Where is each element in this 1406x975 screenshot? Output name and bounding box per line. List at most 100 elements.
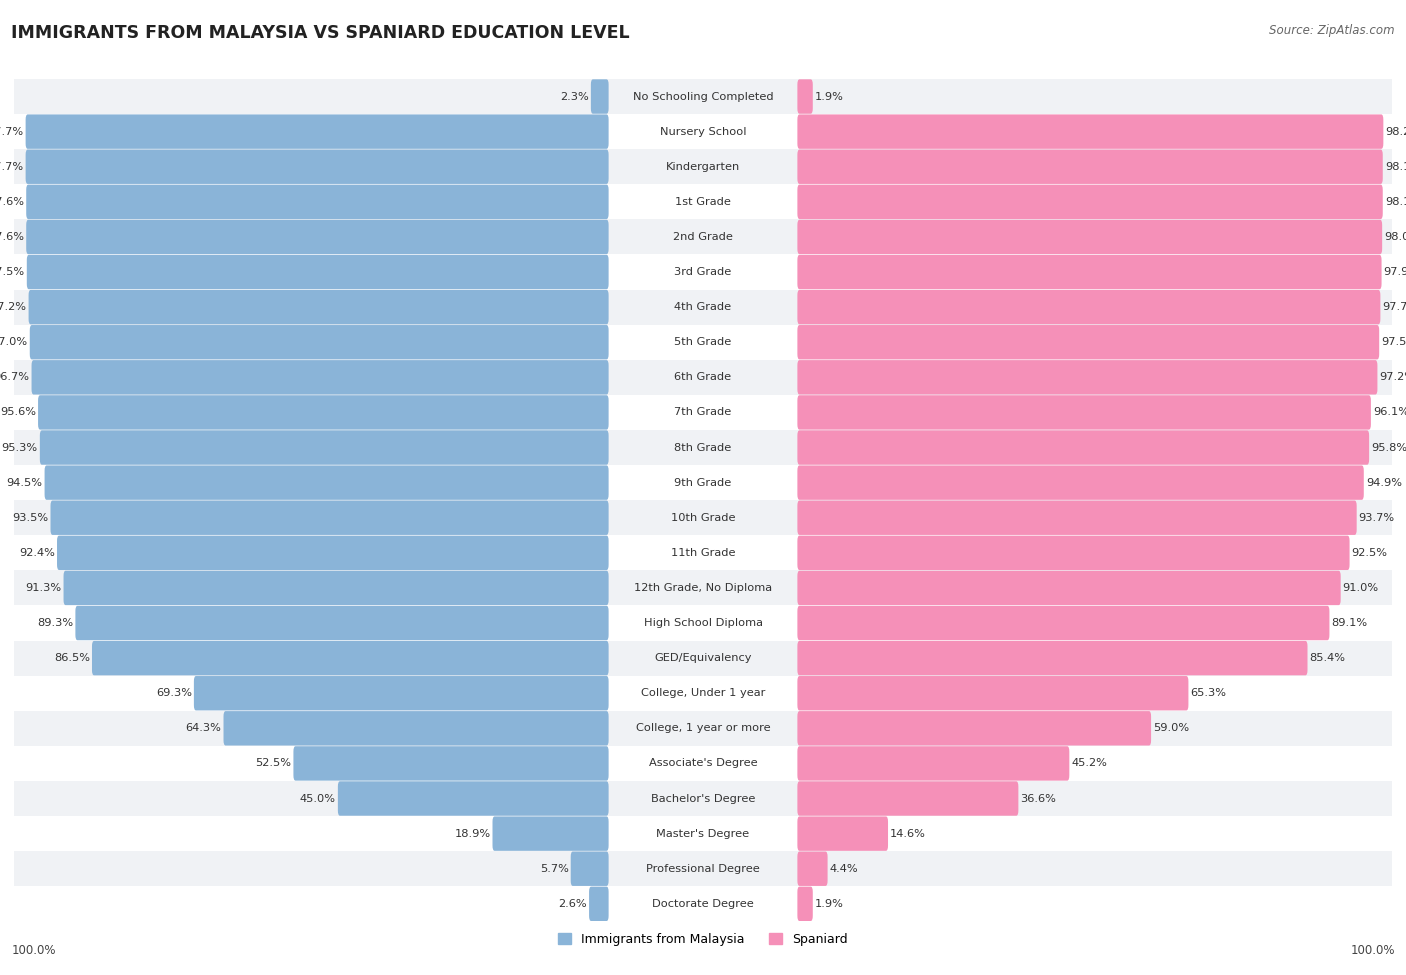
FancyBboxPatch shape	[797, 781, 1018, 816]
Bar	[14, 325, 1392, 360]
FancyBboxPatch shape	[589, 886, 609, 921]
FancyBboxPatch shape	[797, 746, 1070, 781]
FancyBboxPatch shape	[797, 325, 1379, 360]
FancyBboxPatch shape	[30, 325, 609, 360]
FancyBboxPatch shape	[224, 711, 609, 746]
Bar	[14, 500, 1392, 535]
FancyBboxPatch shape	[797, 395, 1371, 430]
Text: Doctorate Degree: Doctorate Degree	[652, 899, 754, 909]
Text: 96.7%: 96.7%	[0, 372, 30, 382]
Text: 86.5%: 86.5%	[53, 653, 90, 663]
Text: 12th Grade, No Diploma: 12th Grade, No Diploma	[634, 583, 772, 593]
Text: 98.1%: 98.1%	[1385, 162, 1406, 172]
Bar	[14, 570, 1392, 605]
FancyBboxPatch shape	[797, 114, 1384, 149]
FancyBboxPatch shape	[797, 570, 1341, 605]
Text: 36.6%: 36.6%	[1021, 794, 1056, 803]
Text: 9th Grade: 9th Grade	[675, 478, 731, 488]
Text: 97.6%: 97.6%	[0, 197, 24, 207]
Text: High School Diploma: High School Diploma	[644, 618, 762, 628]
Text: 100.0%: 100.0%	[1350, 945, 1395, 957]
Bar	[14, 535, 1392, 570]
Text: 4th Grade: 4th Grade	[675, 302, 731, 312]
Text: 10th Grade: 10th Grade	[671, 513, 735, 523]
Text: 2nd Grade: 2nd Grade	[673, 232, 733, 242]
FancyBboxPatch shape	[27, 254, 609, 290]
Text: 97.2%: 97.2%	[0, 302, 27, 312]
Text: 8th Grade: 8th Grade	[675, 443, 731, 452]
Bar	[14, 851, 1392, 886]
FancyBboxPatch shape	[63, 570, 609, 605]
FancyBboxPatch shape	[25, 149, 609, 184]
Text: 97.9%: 97.9%	[1384, 267, 1406, 277]
Bar	[14, 219, 1392, 254]
Text: 97.5%: 97.5%	[0, 267, 25, 277]
FancyBboxPatch shape	[31, 360, 609, 395]
Text: 85.4%: 85.4%	[1309, 653, 1346, 663]
Bar	[14, 360, 1392, 395]
Text: Bachelor's Degree: Bachelor's Degree	[651, 794, 755, 803]
Text: 59.0%: 59.0%	[1153, 723, 1189, 733]
Bar	[14, 711, 1392, 746]
Text: 96.1%: 96.1%	[1374, 408, 1406, 417]
FancyBboxPatch shape	[591, 79, 609, 114]
Text: Professional Degree: Professional Degree	[647, 864, 759, 874]
Text: 3rd Grade: 3rd Grade	[675, 267, 731, 277]
FancyBboxPatch shape	[797, 149, 1382, 184]
Text: 95.3%: 95.3%	[1, 443, 38, 452]
FancyBboxPatch shape	[39, 430, 609, 465]
Text: 45.2%: 45.2%	[1071, 759, 1108, 768]
FancyBboxPatch shape	[797, 500, 1357, 535]
FancyBboxPatch shape	[797, 79, 813, 114]
FancyBboxPatch shape	[797, 605, 1330, 641]
Text: 2.3%: 2.3%	[560, 92, 589, 101]
Text: 95.6%: 95.6%	[0, 408, 37, 417]
Text: 6th Grade: 6th Grade	[675, 372, 731, 382]
Text: Kindergarten: Kindergarten	[666, 162, 740, 172]
Text: 89.3%: 89.3%	[37, 618, 73, 628]
Bar	[14, 746, 1392, 781]
FancyBboxPatch shape	[797, 851, 828, 886]
FancyBboxPatch shape	[797, 816, 889, 851]
FancyBboxPatch shape	[797, 430, 1369, 465]
Text: IMMIGRANTS FROM MALAYSIA VS SPANIARD EDUCATION LEVEL: IMMIGRANTS FROM MALAYSIA VS SPANIARD EDU…	[11, 24, 630, 42]
Text: 93.5%: 93.5%	[13, 513, 48, 523]
FancyBboxPatch shape	[797, 360, 1378, 395]
Text: 18.9%: 18.9%	[454, 829, 491, 838]
FancyBboxPatch shape	[76, 605, 609, 641]
Bar	[14, 816, 1392, 851]
Text: 89.1%: 89.1%	[1331, 618, 1368, 628]
Bar	[14, 605, 1392, 641]
Text: 98.1%: 98.1%	[1385, 197, 1406, 207]
Text: 95.8%: 95.8%	[1371, 443, 1406, 452]
FancyBboxPatch shape	[25, 114, 609, 149]
FancyBboxPatch shape	[91, 641, 609, 676]
Text: 5th Grade: 5th Grade	[675, 337, 731, 347]
Bar	[14, 254, 1392, 290]
Text: 5.7%: 5.7%	[540, 864, 568, 874]
Bar	[14, 114, 1392, 149]
FancyBboxPatch shape	[797, 465, 1364, 500]
Text: 1.9%: 1.9%	[815, 899, 844, 909]
Text: Source: ZipAtlas.com: Source: ZipAtlas.com	[1270, 24, 1395, 37]
Text: 100.0%: 100.0%	[11, 945, 56, 957]
Text: Master's Degree: Master's Degree	[657, 829, 749, 838]
Bar	[14, 781, 1392, 816]
FancyBboxPatch shape	[797, 886, 813, 921]
FancyBboxPatch shape	[797, 676, 1188, 711]
Bar	[14, 676, 1392, 711]
FancyBboxPatch shape	[797, 184, 1382, 219]
Text: 97.5%: 97.5%	[1381, 337, 1406, 347]
Bar	[14, 149, 1392, 184]
Text: 98.2%: 98.2%	[1385, 127, 1406, 136]
Text: 97.6%: 97.6%	[0, 232, 24, 242]
FancyBboxPatch shape	[45, 465, 609, 500]
Text: 98.0%: 98.0%	[1385, 232, 1406, 242]
Text: 97.7%: 97.7%	[0, 162, 24, 172]
Text: No Schooling Completed: No Schooling Completed	[633, 92, 773, 101]
FancyBboxPatch shape	[797, 290, 1381, 325]
Bar	[14, 395, 1392, 430]
FancyBboxPatch shape	[28, 290, 609, 325]
Bar	[14, 430, 1392, 465]
FancyBboxPatch shape	[571, 851, 609, 886]
